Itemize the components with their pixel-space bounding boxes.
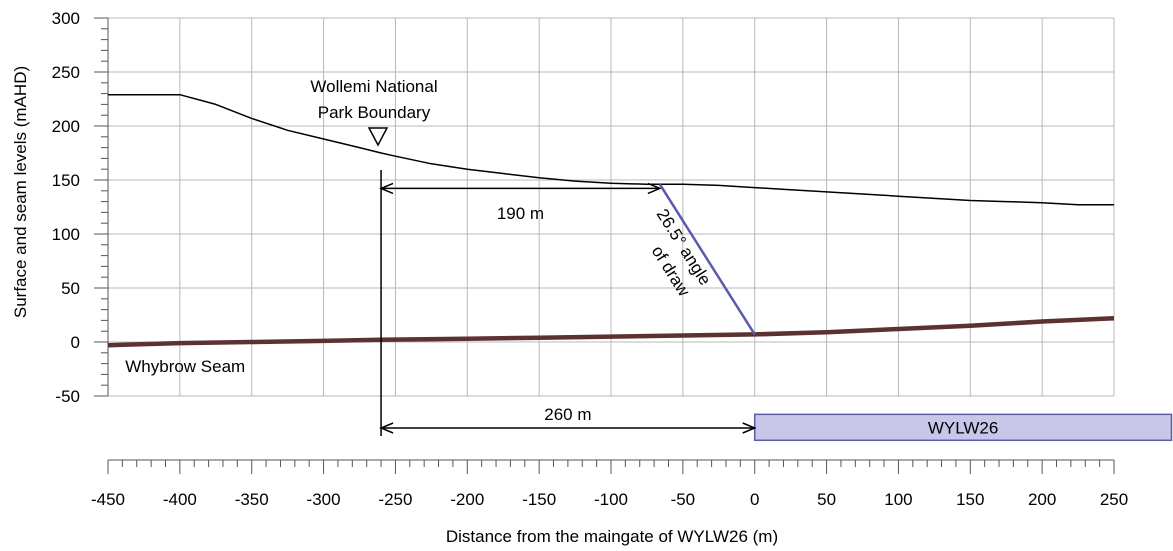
longwall-panel [753, 413, 1173, 442]
seam-label: Whybrow Seam [125, 357, 245, 376]
x-tick-label: -400 [163, 490, 197, 509]
x-tick-label: -350 [235, 490, 269, 509]
x-tick-label: -450 [91, 490, 125, 509]
y-tick-label: 100 [52, 225, 80, 244]
x-tick-label: 0 [750, 490, 759, 509]
x-axis-title: Distance from the maingate of WYLW26 (m) [446, 527, 778, 546]
y-tick-label: 50 [61, 279, 80, 298]
annotations: WYLW26 Wollemi National Park Boundary 190 m… [125, 77, 1173, 442]
x-tick-label: -50 [671, 490, 696, 509]
x-tick-label: -100 [594, 490, 628, 509]
x-tick-label: 250 [1100, 490, 1128, 509]
x-tick-label: 150 [956, 490, 984, 509]
dimension-260-arrowhead-left [379, 422, 394, 434]
x-tick-label: -300 [307, 490, 341, 509]
x-tick-label: 50 [817, 490, 836, 509]
grid [108, 17, 1115, 397]
dimension-260-label: 260 m [544, 405, 591, 424]
boundary-marker-icon [367, 127, 389, 147]
x-tick-label: -250 [378, 490, 412, 509]
dimension-190-label: 190 m [497, 204, 544, 223]
dimension-260-arrowhead-right [742, 422, 757, 434]
x-tick-label: 200 [1028, 490, 1056, 509]
surface-level-line [108, 93, 1114, 206]
boundary-label-line1: Wollemi National [310, 77, 437, 96]
x-tick-label: 100 [884, 490, 912, 509]
series-group [107, 93, 1115, 348]
dimension-190-arrowhead-right [647, 182, 662, 195]
x-tick-label: -150 [522, 490, 556, 509]
angle-of-draw-line [658, 183, 756, 336]
y-axis-title: Surface and seam levels (mAHD) [11, 66, 30, 318]
y-tick-label: 150 [52, 171, 80, 190]
x-axis: -450 -400 -350 -300 -250 -200 -150 -100 -50 0 50 10… [91, 459, 1128, 509]
boundary-label-line2: Park Boundary [318, 103, 431, 122]
x-tick-label: -200 [450, 490, 484, 509]
seam-level-line [107, 315, 1115, 348]
y-tick-label: 250 [52, 63, 80, 82]
y-axis: -50 0 50 100 150 200 250 300 [52, 9, 109, 406]
y-tick-label: 200 [52, 117, 80, 136]
y-tick-label: 0 [71, 333, 80, 352]
y-tick-label: -50 [55, 387, 80, 406]
dimension-190-arrowhead-left [379, 182, 394, 195]
panel-label: WYLW26 [928, 418, 999, 437]
y-tick-label: 300 [52, 9, 80, 28]
